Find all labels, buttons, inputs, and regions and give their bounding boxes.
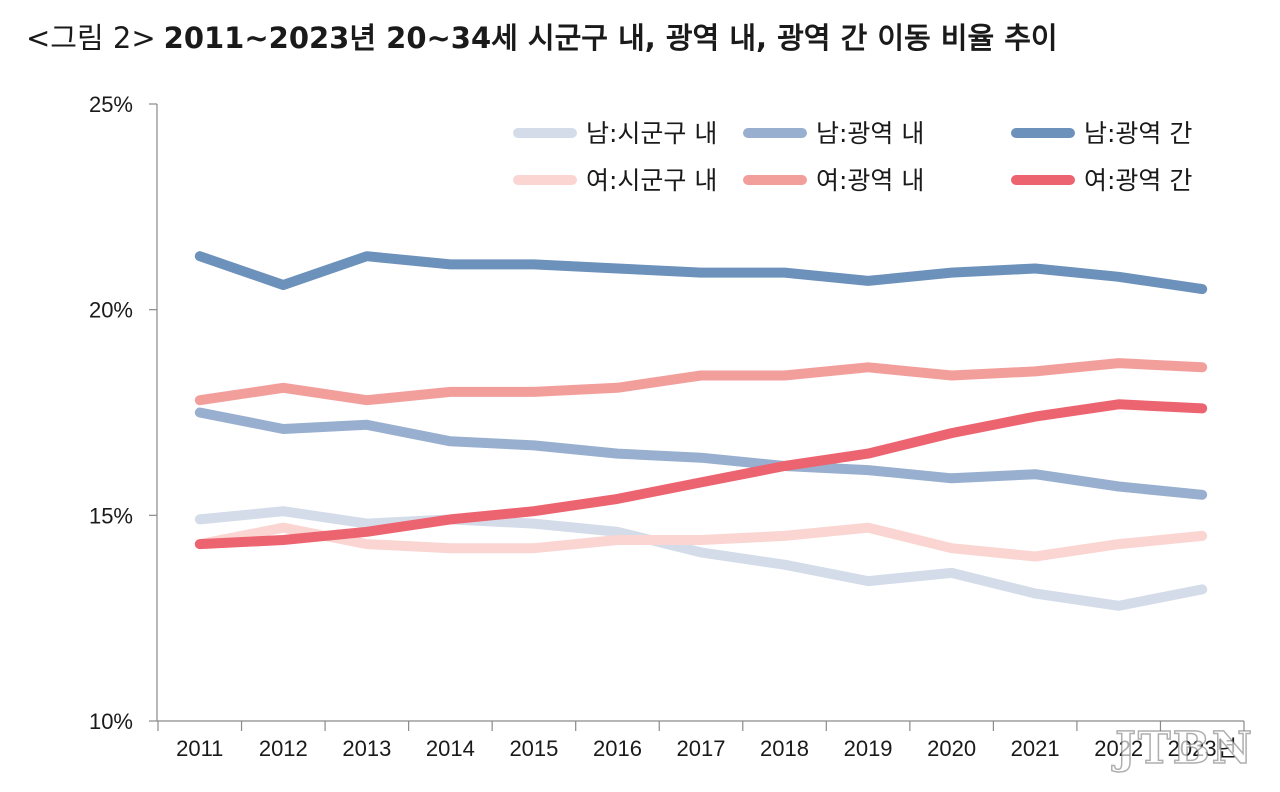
y-tick-label: 15% [89,503,133,528]
series-line-2 [194,407,1208,500]
legend-label: 여:광역 내 [816,166,924,195]
x-tick-label: 2017 [677,736,726,761]
x-tick-label: 2015 [509,736,558,761]
chart-title: <그림 2> 2011~2023년 20~34세 시군구 내, 광역 내, 광역 … [26,18,1058,58]
title-text: 2011~2023년 20~34세 시군구 내, 광역 내, 광역 간 이동 비… [163,21,1058,55]
x-tick-label: 2018 [760,736,809,761]
series-line-6 [194,399,1208,550]
watermark: JTBN [1114,722,1254,775]
x-tick-label: 2011 [176,736,223,761]
x-tick-label: 2019 [844,736,893,761]
x-tick-label: 2022 [1094,736,1143,761]
series-line-4 [194,522,1208,562]
legend-label: 남:시군구 내 [586,119,717,148]
legend-label: 여:광역 간 [1084,166,1192,195]
x-tick-label: 2023년 [1168,736,1237,761]
y-tick-label: 25% [89,92,133,117]
x-tick-label: 2014 [426,736,475,761]
x-tick-label: 2013 [342,736,391,761]
legend-label: 여:시군구 내 [586,166,717,195]
x-tick-label: 2021 [1011,736,1060,761]
y-tick-label: 10% [89,709,133,734]
legend-label: 남:광역 내 [816,119,924,148]
x-tick-label: 2020 [927,736,976,761]
figure-number: <그림 2> [26,21,156,55]
legend-label: 남:광역 간 [1084,119,1192,148]
x-tick-label: 2012 [259,736,308,761]
x-tick-label: 2016 [593,736,642,761]
y-tick-label: 20% [89,298,133,323]
series-line-3 [194,251,1208,295]
series-line-1 [194,506,1208,611]
series-line-5 [194,358,1208,406]
